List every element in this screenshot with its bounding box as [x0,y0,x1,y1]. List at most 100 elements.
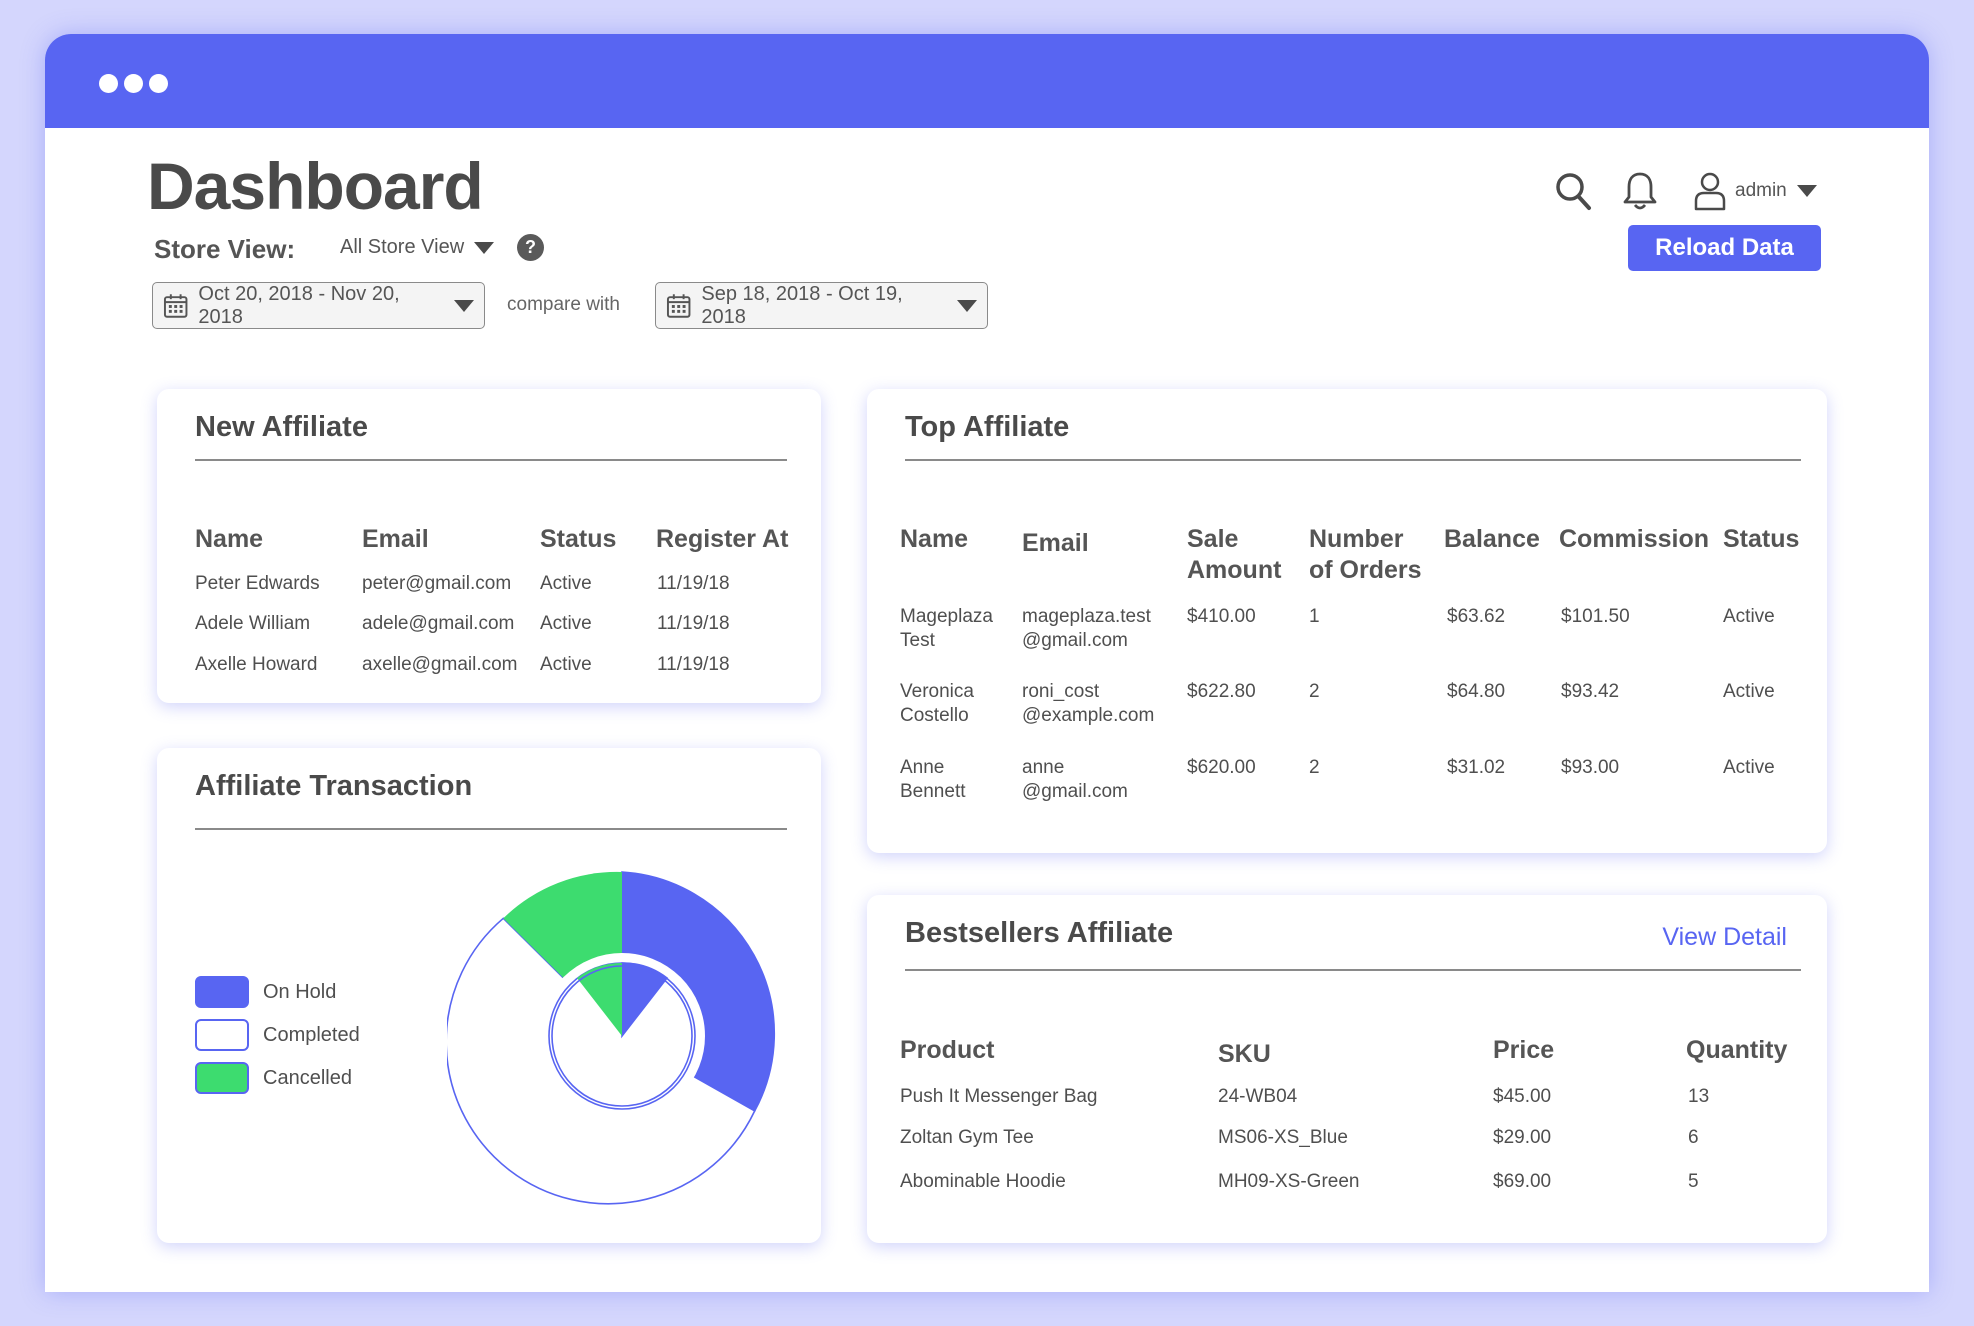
window-dot[interactable] [149,74,168,93]
donut-chart [447,871,776,1205]
header-line: of Orders [1309,556,1422,584]
legend-swatch [195,976,249,1008]
cell-line: Mageplaza [900,606,993,627]
card-title: Top Affiliate [905,411,1070,443]
cell-balance: $31.02 [1447,757,1506,778]
cell-name: Anne Bennett [900,756,966,804]
cell-name: Axelle Howard [195,654,318,675]
column-header: Name [195,525,264,553]
cell-name: Mageplaza Test [900,605,993,653]
date-range-picker[interactable]: Oct 20, 2018 - Nov 20, 2018 [152,282,485,329]
bestsellers-affiliate-card: Bestsellers Affiliate View Detail Produc… [867,895,1827,1243]
cell-product: Zoltan Gym Tee [900,1127,1034,1148]
cell-status: Active [540,654,592,675]
cell-line: Anne [900,757,945,778]
legend-label: Completed [263,1023,360,1046]
chevron-down-icon [454,299,474,312]
cell-balance: $64.80 [1447,681,1506,702]
store-view-label: Store View: [154,234,296,264]
cell-orders: 2 [1309,757,1320,778]
calendar-icon [666,293,691,318]
cell-quantity: 6 [1688,1127,1699,1148]
cell-status: Active [540,613,592,634]
page-title: Dashboard [147,149,484,223]
cell-quantity: 13 [1688,1086,1710,1107]
legend-item-cancelled: Cancelled [195,1062,352,1094]
cell-email: anne @gmail.com [1022,756,1128,804]
divider [195,459,787,461]
column-header: Status [540,525,617,553]
window-controls [99,74,168,93]
legend-item-completed: Completed [195,1019,360,1051]
help-icon[interactable]: ? [517,234,544,261]
cell-commission: $93.42 [1561,681,1620,702]
cell-commission: $101.50 [1561,606,1630,627]
cell-line: Costello [900,705,969,726]
calendar-icon [163,293,188,318]
user-icon[interactable] [1693,171,1727,211]
cell-sku: 24-WB04 [1218,1086,1298,1107]
store-view-select[interactable]: All Store View [340,236,495,259]
top-affiliate-card: Top Affiliate Name Email Sale Amount Num… [867,389,1827,853]
view-detail-link[interactable]: View Detail [1662,923,1787,951]
cell-orders: 1 [1309,606,1320,627]
cell-balance: $63.62 [1447,606,1506,627]
column-header: Product [900,1036,995,1064]
cell-name: Adele William [195,613,311,634]
column-header: Name [900,525,969,553]
cell-product: Abominable Hoodie [900,1171,1066,1192]
bell-icon[interactable] [1621,170,1659,212]
cell-line: Bennett [900,781,966,802]
window-dot[interactable] [124,74,143,93]
cell-sale-amount: $410.00 [1187,606,1256,627]
cell-status: Active [1723,606,1775,627]
date-range-value: Oct 20, 2018 - Nov 20, 2018 [198,282,400,328]
cell-line: Veronica [900,681,974,702]
column-header: Sale Amount [1187,524,1281,586]
cell-email: peter@gmail.com [362,573,512,594]
divider [905,459,1801,461]
cell-price: $45.00 [1493,1086,1552,1107]
cell-price: $69.00 [1493,1171,1552,1192]
browser-window: Dashboard Store View: All Store View ? O… [45,34,1929,1292]
cell-line: @example.com [1022,705,1155,726]
cell-status: Active [1723,681,1775,702]
cell-name: Peter Edwards [195,573,320,594]
cell-line: anne [1022,757,1065,778]
legend-swatch [195,1019,249,1051]
cell-orders: 2 [1309,681,1320,702]
user-name[interactable]: admin [1735,180,1787,201]
cell-line: Test [900,630,935,651]
cell-email: adele@gmail.com [362,613,515,634]
compare-range-value: Sep 18, 2018 - Oct 19, 2018 [701,282,903,328]
compare-label: compare with [507,294,620,315]
window-dot[interactable] [99,74,118,93]
inner-segment-on-hold [621,962,669,1039]
cell-sale-amount: $622.80 [1187,681,1256,702]
column-header: Price [1493,1036,1555,1064]
cell-status: Active [1723,757,1775,778]
chevron-down-icon [474,241,495,254]
column-header: Quantity [1686,1036,1788,1064]
title-bar [45,34,1929,128]
store-view-value: All Store View [340,236,465,258]
cell-sale-amount: $620.00 [1187,757,1256,778]
chevron-down-icon[interactable] [1796,185,1817,197]
column-header: Balance [1444,525,1540,553]
donut-center [551,965,693,1107]
cell-line: mageplaza.test [1022,606,1151,627]
reload-data-button[interactable]: Reload Data [1628,225,1821,271]
column-header: Register At [656,525,789,553]
compare-range-picker[interactable]: Sep 18, 2018 - Oct 19, 2018 [655,282,988,329]
cell-price: $29.00 [1493,1127,1552,1148]
inner-segment-cancelled [577,962,622,1036]
cell-line: @gmail.com [1022,781,1128,802]
legend-label: Cancelled [263,1066,352,1089]
cell-name: Veronica Costello [900,680,974,728]
cell-sku: MH09-XS-Green [1218,1171,1360,1192]
card-title: Affiliate Transaction [195,770,473,802]
chevron-down-icon [957,299,977,312]
search-icon[interactable] [1553,170,1593,212]
divider [905,969,1801,971]
cell-line: roni_cost [1022,681,1100,702]
